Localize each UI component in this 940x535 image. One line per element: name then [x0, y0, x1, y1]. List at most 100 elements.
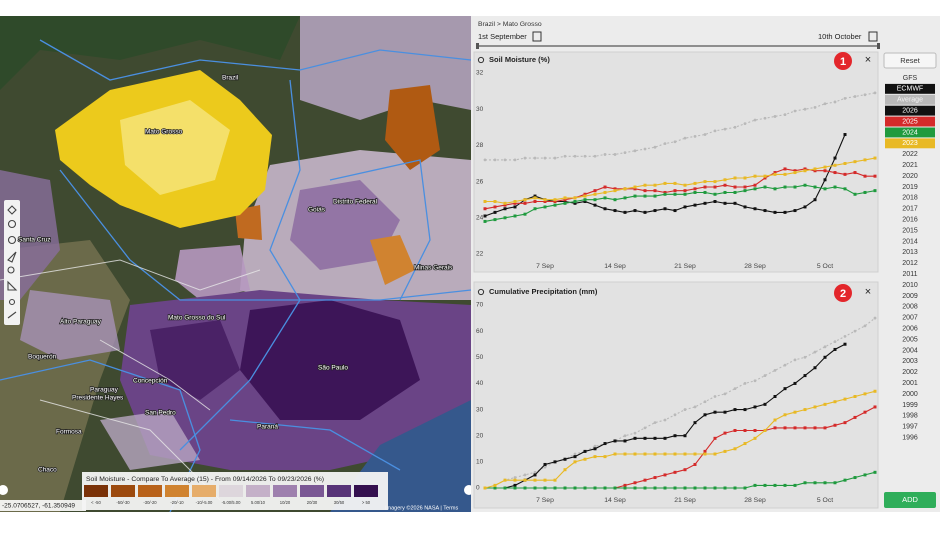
data-point [653, 476, 657, 480]
year-option-bg[interactable] [885, 116, 935, 127]
data-point [793, 410, 797, 414]
zoom-in-icon[interactable] [7, 219, 17, 229]
data-point [813, 350, 817, 354]
draw-icon[interactable] [7, 311, 17, 319]
add-button[interactable] [884, 492, 936, 508]
zoom-out-icon[interactable] [7, 235, 17, 245]
year-option[interactable]: 2018 [902, 195, 918, 202]
data-point [833, 347, 837, 351]
map-label: Brazil [222, 75, 239, 82]
data-point [673, 413, 677, 417]
year-option[interactable]: 2013 [902, 249, 918, 256]
year-option[interactable]: 2001 [902, 380, 918, 387]
year-option-bg[interactable] [885, 105, 935, 116]
close-button[interactable]: × [865, 286, 871, 298]
data-point [653, 194, 657, 198]
year-option[interactable]: 2021 [902, 162, 918, 169]
measure-icon[interactable] [7, 280, 18, 291]
year-option[interactable]: 1999 [902, 402, 918, 409]
year-option[interactable]: 2008 [902, 304, 918, 311]
data-point [493, 483, 497, 487]
year-option[interactable]: 2024 [902, 129, 918, 136]
close-button[interactable]: × [865, 54, 871, 66]
year-option[interactable]: 2019 [902, 184, 918, 191]
y-tick-label: 26 [476, 178, 484, 185]
year-option[interactable]: 2017 [902, 206, 918, 213]
year-option[interactable]: 2009 [902, 293, 918, 300]
start-date[interactable]: 1st September [478, 32, 527, 41]
year-option[interactable]: 2003 [902, 358, 918, 365]
year-option[interactable]: 1998 [902, 413, 918, 420]
data-point [803, 167, 807, 171]
year-option[interactable]: 2014 [902, 238, 918, 245]
year-option-bg[interactable] [885, 138, 935, 149]
reset-button[interactable] [883, 52, 937, 69]
year-option[interactable]: 2026 [902, 108, 918, 115]
data-point [613, 439, 617, 443]
data-point [643, 194, 647, 198]
data-point [823, 402, 827, 406]
data-point [493, 205, 497, 209]
year-option[interactable]: 2012 [902, 260, 918, 267]
year-option[interactable]: 2016 [902, 217, 918, 224]
x-tick-label: 28 Sep [744, 263, 766, 270]
data-point [763, 402, 767, 406]
map-toolbar[interactable] [4, 200, 20, 325]
calendar-icon[interactable] [532, 31, 542, 42]
year-option[interactable]: 2023 [902, 140, 918, 147]
year-option[interactable]: 2006 [902, 326, 918, 333]
data-point [843, 172, 847, 176]
calendar-icon[interactable] [868, 31, 878, 42]
y-tick-label: 70 [476, 302, 484, 309]
data-point [723, 127, 727, 131]
source-option[interactable]: ECMWF [897, 86, 923, 93]
source-option-bg[interactable] [885, 83, 935, 94]
data-point [743, 189, 747, 193]
data-point [593, 486, 597, 490]
legend-swatch [300, 485, 324, 497]
year-option-bg[interactable] [885, 127, 935, 138]
data-point [823, 426, 827, 430]
legend-swatch-label: < -50 [91, 500, 101, 505]
map-collapse-left[interactable] [0, 485, 8, 495]
data-point [533, 486, 537, 490]
year-option[interactable]: 2011 [902, 271, 917, 278]
data-point [523, 156, 527, 160]
target-icon[interactable] [8, 298, 16, 306]
year-option[interactable]: 1997 [902, 424, 918, 431]
data-point [583, 457, 587, 461]
data-point [723, 190, 727, 194]
source-option[interactable]: GFS [903, 75, 918, 82]
search-icon[interactable] [7, 266, 15, 274]
year-option[interactable]: 2007 [902, 315, 918, 322]
data-point [613, 452, 617, 456]
year-option[interactable]: 2004 [902, 347, 918, 354]
data-point [873, 470, 877, 474]
add-label[interactable]: ADD [902, 495, 918, 504]
year-option[interactable]: 2020 [902, 173, 918, 180]
year-option[interactable]: 2000 [902, 391, 918, 398]
data-point [703, 180, 707, 184]
map[interactable]: -25.0706527, -61.350949 Imagery ©2026 NA… [0, 16, 474, 513]
layers-icon[interactable] [7, 205, 17, 215]
year-option[interactable]: 1996 [902, 435, 918, 442]
end-date[interactable]: 10th October [818, 32, 862, 41]
year-option-bg[interactable] [885, 94, 935, 105]
year-option[interactable]: 2015 [902, 227, 918, 234]
data-point [873, 91, 877, 95]
year-option[interactable]: 2010 [902, 282, 918, 289]
data-point [603, 442, 607, 446]
data-point [743, 382, 747, 385]
year-option[interactable]: Average [897, 97, 923, 104]
year-option[interactable]: 2002 [902, 369, 918, 376]
slider-handle[interactable] [877, 43, 880, 49]
year-option[interactable]: 2005 [902, 336, 918, 343]
slider-handle[interactable] [476, 43, 479, 49]
data-point [703, 133, 707, 136]
year-option[interactable]: 2025 [902, 118, 918, 125]
year-option[interactable]: 2022 [902, 151, 918, 158]
reset-label[interactable]: Reset [900, 56, 921, 65]
data-point [503, 216, 507, 220]
data-point [843, 162, 847, 165]
locate-icon[interactable] [7, 251, 17, 263]
